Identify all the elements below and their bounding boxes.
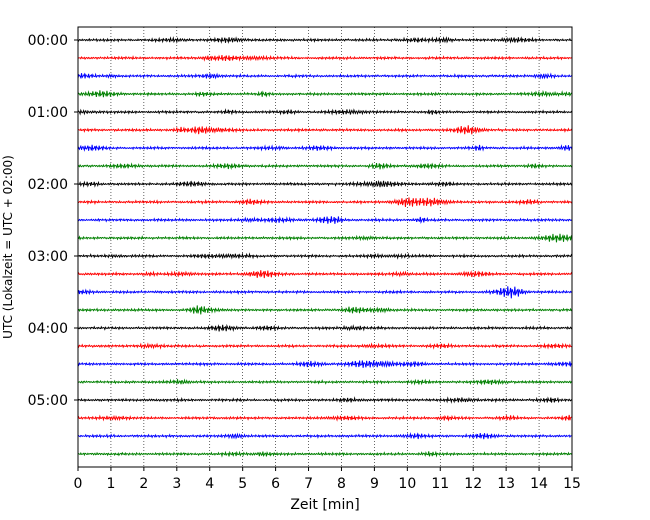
seismic-trace bbox=[77, 179, 573, 188]
seismic-trace bbox=[77, 89, 573, 98]
x-tick-label: 6 bbox=[271, 476, 280, 492]
seismic-trace bbox=[77, 323, 573, 332]
seismic-trace bbox=[77, 414, 573, 422]
plot-frame bbox=[77, 26, 573, 468]
seismic-trace bbox=[77, 215, 573, 224]
x-tick-label: 0 bbox=[74, 476, 83, 492]
y-tick-label: 01:00 bbox=[28, 105, 68, 121]
x-tick-label: 4 bbox=[205, 476, 214, 492]
seismic-trace bbox=[77, 305, 573, 315]
seismic-trace bbox=[77, 197, 573, 208]
seismic-trace bbox=[77, 432, 573, 440]
x-tick-label: 13 bbox=[497, 476, 515, 492]
seismic-trace bbox=[77, 144, 573, 152]
x-axis-ticks: 0 1 2 3 4 5 6 7 8 9 10 11 12 13 14 15 bbox=[74, 467, 581, 492]
seismic-trace bbox=[77, 342, 573, 350]
seismic-trace bbox=[77, 72, 573, 80]
grid-lines bbox=[110, 27, 540, 467]
y-tick-label: 05:00 bbox=[28, 393, 68, 409]
seismic-trace bbox=[77, 108, 573, 116]
x-tick-label: 1 bbox=[106, 476, 115, 492]
x-axis-label: Zeit [min] bbox=[290, 497, 359, 513]
y-axis-ticks: 00:00 01:00 02:00 03:00 04:00 05:00 bbox=[28, 33, 78, 409]
seismic-trace bbox=[77, 162, 573, 170]
y-tick-label: 04:00 bbox=[28, 321, 68, 337]
seismic-trace bbox=[77, 252, 573, 260]
seismic-trace bbox=[77, 359, 573, 368]
x-tick-label: 14 bbox=[530, 476, 548, 492]
x-tick-label: 15 bbox=[563, 476, 581, 492]
y-tick-label: 02:00 bbox=[28, 177, 68, 193]
seismic-trace bbox=[77, 378, 573, 386]
x-tick-label: 8 bbox=[337, 476, 346, 492]
seismic-trace bbox=[77, 233, 573, 243]
seismic-trace bbox=[77, 125, 573, 135]
x-tick-label: 5 bbox=[238, 476, 247, 492]
seismic-trace bbox=[77, 54, 573, 62]
seismic-trace bbox=[77, 270, 573, 279]
seismic-trace bbox=[77, 36, 573, 45]
seismic-trace bbox=[77, 396, 573, 404]
x-tick-label: 3 bbox=[172, 476, 181, 492]
x-tick-label: 2 bbox=[139, 476, 148, 492]
seismic-trace bbox=[77, 450, 573, 458]
x-tick-label: 12 bbox=[464, 476, 482, 492]
x-tick-label: 10 bbox=[398, 476, 416, 492]
seismic-trace bbox=[77, 286, 573, 299]
x-tick-label: 7 bbox=[304, 476, 313, 492]
x-tick-label: 9 bbox=[370, 476, 379, 492]
y-axis-label: UTC (Lokalzeit = UTC + 02:00) bbox=[1, 155, 15, 339]
y-tick-label: 03:00 bbox=[28, 249, 68, 265]
x-tick-label: 11 bbox=[431, 476, 449, 492]
y-tick-label: 00:00 bbox=[28, 33, 68, 49]
trace-group bbox=[77, 36, 573, 458]
